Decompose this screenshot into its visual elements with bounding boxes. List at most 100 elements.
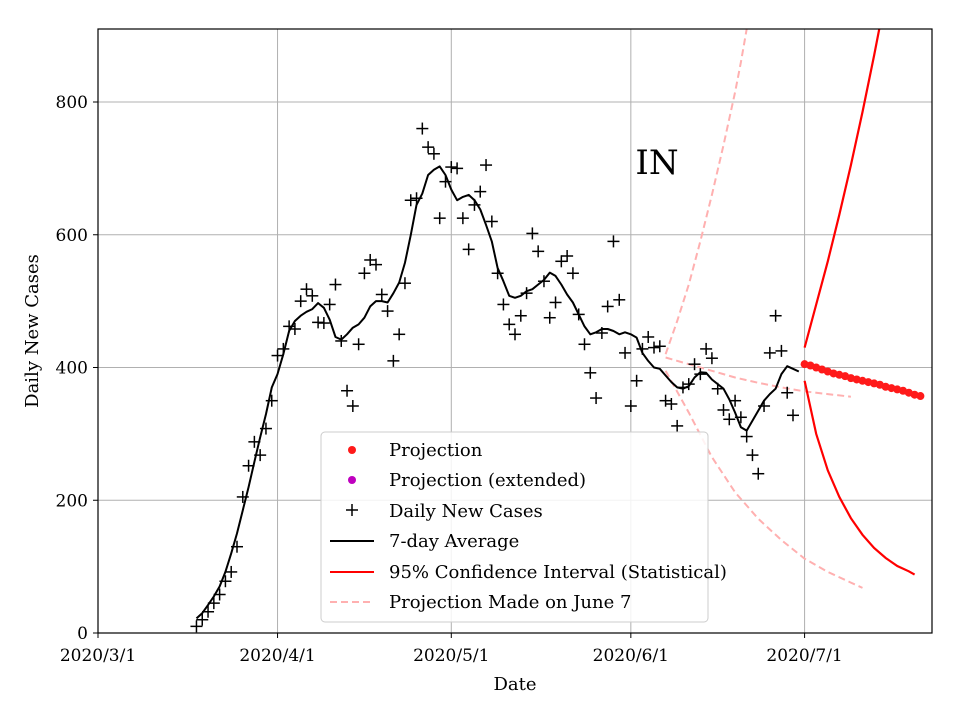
daily-case-marker [543, 311, 556, 324]
daily-case-marker [607, 235, 620, 248]
daily-case-marker [520, 287, 533, 300]
daily-case-marker [323, 298, 336, 311]
daily-case-marker [642, 330, 655, 343]
daily-case-marker [231, 540, 243, 553]
daily-case-marker [219, 575, 232, 588]
daily-case-marker [259, 422, 272, 435]
x-tick-label: 2020/6/1 [593, 646, 669, 666]
region-annotation: IN [635, 143, 678, 183]
daily-case-marker [375, 288, 388, 301]
x-tick-label: 2020/5/1 [413, 646, 489, 666]
daily-case-marker [700, 342, 713, 355]
daily-case-marker [439, 175, 452, 188]
y-tick-label: 400 [56, 359, 88, 379]
daily-case-marker [416, 122, 429, 135]
daily-case-marker [723, 413, 736, 426]
legend: Projection Projection (extended) Daily N… [320, 431, 727, 623]
daily-case-marker [636, 342, 649, 355]
daily-case-marker [671, 419, 684, 432]
axes-frame [97, 28, 933, 634]
daily-case-marker [503, 318, 516, 331]
daily-case-marker [283, 320, 296, 333]
daily-case-marker [653, 340, 666, 353]
daily-case-marker [514, 309, 527, 322]
daily-case-marker [346, 400, 359, 413]
daily-case-marker [288, 323, 301, 336]
x-tick-label: 2020/7/1 [766, 646, 842, 666]
daily-case-marker [277, 342, 290, 355]
legend-label-daily-cases: Daily New Cases [389, 501, 543, 522]
legend-label-ci: 95% Confidence Interval (Statistical) [389, 562, 727, 583]
daily-case-marker [665, 398, 678, 411]
daily-case-marker [462, 243, 475, 256]
daily-case-marker [497, 298, 510, 311]
daily-case-marker [381, 305, 394, 318]
daily-case-marker [294, 295, 307, 308]
daily-case-marker [775, 344, 788, 357]
daily-case-marker [306, 289, 319, 302]
daily-case-marker [190, 620, 203, 633]
daily-case-marker [196, 613, 209, 626]
daily-case-marker [619, 346, 632, 359]
daily-case-marker [630, 374, 643, 387]
daily-case-marker [572, 308, 585, 321]
daily-case-marker [480, 159, 493, 172]
daily-case-marker [566, 267, 579, 280]
daily-case-marker [688, 358, 701, 371]
daily-case-marker [410, 192, 423, 205]
daily-case-marker [456, 212, 469, 225]
daily-case-marker [584, 366, 597, 379]
x-tick-label: 2020/4/1 [239, 646, 315, 666]
daily-case-marker [329, 278, 342, 291]
daily-case-marker [387, 354, 400, 367]
june7-upper-line [664, 29, 748, 355]
daily-case-marker [787, 409, 799, 422]
legend-box [320, 431, 709, 623]
y-tick-label: 800 [56, 93, 88, 113]
daily-case-marker [427, 147, 440, 160]
plot-area [190, 29, 925, 633]
daily-case-marker [451, 162, 464, 175]
daily-case-marker [729, 394, 742, 407]
daily-case-marker [595, 326, 608, 339]
daily-case-marker [317, 317, 330, 330]
daily-case-marker [474, 185, 487, 198]
legend-label-avg7: 7-day Average [389, 531, 519, 552]
daily-case-marker [746, 449, 759, 462]
daily-case-marker [433, 212, 446, 225]
daily-case-marker [549, 296, 562, 309]
daily-case-marker [532, 245, 545, 258]
daily-case-marker [613, 293, 626, 306]
daily-case-marker [485, 215, 498, 228]
ci-lower-line [803, 380, 916, 576]
y-tick-label: 200 [56, 491, 88, 511]
daily-case-marker [468, 198, 481, 211]
daily-case-marker [335, 334, 348, 347]
daily-case-marker [705, 352, 718, 365]
daily-case-marker [763, 346, 776, 359]
daily-case-marker [398, 277, 411, 290]
daily-case-marker [422, 141, 435, 154]
daily-case-marker [752, 467, 765, 480]
legend-marker-daily-cases [346, 504, 358, 516]
daily-case-marker [648, 341, 660, 354]
legend-label-projection-extended: Projection (extended) [389, 470, 586, 491]
daily-case-marker [213, 588, 226, 601]
daily-case-marker [601, 300, 614, 313]
ci-upper-line [803, 29, 881, 348]
daily-case-marker [624, 400, 637, 413]
legend-label-projection: Projection [389, 440, 483, 461]
daily-case-marker [555, 255, 568, 268]
legend-label-june7: Projection Made on June 7 [389, 592, 631, 613]
daily-case-marker [352, 338, 365, 351]
daily-case-marker [781, 386, 794, 399]
x-axis-label: Date [493, 674, 536, 695]
y-axis-label: Daily New Cases [22, 254, 43, 408]
daily-case-marker [271, 349, 284, 362]
daily-case-marker [526, 227, 539, 240]
x-tick-label: 2020/3/1 [60, 646, 136, 666]
daily-case-marker [236, 490, 249, 503]
daily-case-marker [711, 382, 724, 395]
daily-case-marker [769, 309, 782, 322]
